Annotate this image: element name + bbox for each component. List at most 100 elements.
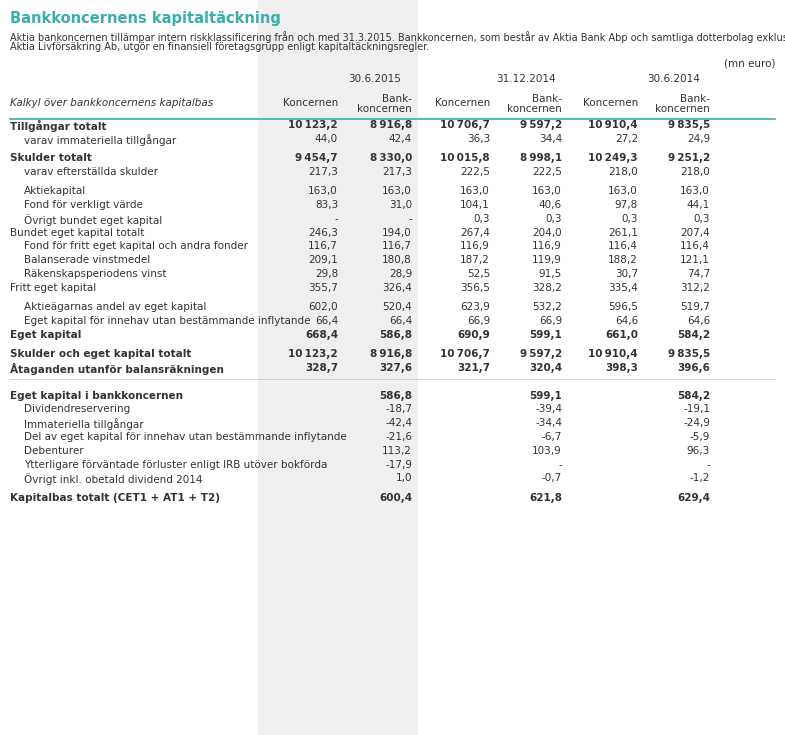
Text: 116,7: 116,7	[382, 241, 412, 251]
Text: Övrigt inkl. obetald dividend 2014: Övrigt inkl. obetald dividend 2014	[24, 473, 203, 485]
Text: 180,8: 180,8	[382, 255, 412, 265]
Text: 116,4: 116,4	[608, 241, 638, 251]
Text: -: -	[408, 214, 412, 223]
Text: 0,3: 0,3	[693, 214, 710, 223]
Text: 599,1: 599,1	[529, 330, 562, 340]
Text: 690,9: 690,9	[457, 330, 490, 340]
Text: Bundet eget kapital totalt: Bundet eget kapital totalt	[10, 228, 144, 237]
Text: -34,4: -34,4	[535, 418, 562, 429]
Text: 10 910,4: 10 910,4	[589, 120, 638, 130]
Text: -: -	[558, 459, 562, 470]
Text: Eget kapital: Eget kapital	[10, 330, 82, 340]
Text: Aktia Livförsäkring Ab, utgör en finansiell företagsgrupp enligt kapitaltäckning: Aktia Livförsäkring Ab, utgör en finansi…	[10, 42, 429, 52]
Text: 623,9: 623,9	[460, 302, 490, 312]
Text: 398,3: 398,3	[605, 363, 638, 373]
Text: Bank-: Bank-	[680, 94, 710, 104]
Text: 103,9: 103,9	[532, 446, 562, 456]
Text: 10 706,7: 10 706,7	[440, 120, 490, 130]
Text: 532,2: 532,2	[532, 302, 562, 312]
Text: 10 910,4: 10 910,4	[589, 349, 638, 359]
Text: 9 597,2: 9 597,2	[520, 120, 562, 130]
Text: Skulder och eget kapital totalt: Skulder och eget kapital totalt	[10, 349, 192, 359]
Text: 9 454,7: 9 454,7	[295, 153, 338, 163]
Text: 600,4: 600,4	[379, 492, 412, 503]
Text: koncernen: koncernen	[507, 104, 562, 114]
Text: Aktia bankoncernen tillämpar intern riskklassificering från och med 31.3.2015. B: Aktia bankoncernen tillämpar intern risk…	[10, 31, 785, 43]
Text: 28,9: 28,9	[389, 269, 412, 279]
Text: 163,0: 163,0	[681, 186, 710, 196]
Text: 10 249,3: 10 249,3	[589, 153, 638, 163]
Text: -6,7: -6,7	[542, 432, 562, 442]
Text: 519,7: 519,7	[680, 302, 710, 312]
Text: (mn euro): (mn euro)	[724, 58, 775, 68]
Text: 113,2: 113,2	[382, 446, 412, 456]
Text: Immateriella tillgångar: Immateriella tillgångar	[24, 418, 144, 430]
Text: 66,4: 66,4	[389, 316, 412, 326]
Text: Fond för fritt eget kapital och andra fonder: Fond för fritt eget kapital och andra fo…	[24, 241, 248, 251]
Text: 356,5: 356,5	[460, 283, 490, 293]
Text: 218,0: 218,0	[681, 167, 710, 177]
Text: 163,0: 163,0	[460, 186, 490, 196]
Text: koncernen: koncernen	[357, 104, 412, 114]
Text: 217,3: 217,3	[382, 167, 412, 177]
Text: 8 916,8: 8 916,8	[370, 120, 412, 130]
Text: 31,0: 31,0	[389, 200, 412, 210]
Text: Åtaganden utanför balansräkningen: Åtaganden utanför balansräkningen	[10, 363, 224, 375]
Text: 8 916,8: 8 916,8	[370, 349, 412, 359]
Text: 596,5: 596,5	[608, 302, 638, 312]
Text: 8 330,0: 8 330,0	[370, 153, 412, 163]
Text: 0,3: 0,3	[473, 214, 490, 223]
Text: 621,8: 621,8	[529, 492, 562, 503]
Text: 267,4: 267,4	[460, 228, 490, 237]
Text: 163,0: 163,0	[608, 186, 638, 196]
Text: 9 251,2: 9 251,2	[668, 153, 710, 163]
Text: Aktieägarnas andel av eget kapital: Aktieägarnas andel av eget kapital	[24, 302, 206, 312]
Text: 34,4: 34,4	[539, 134, 562, 144]
Text: -: -	[334, 214, 338, 223]
Text: 9 835,5: 9 835,5	[668, 349, 710, 359]
Text: -21,6: -21,6	[385, 432, 412, 442]
Text: 97,8: 97,8	[615, 200, 638, 210]
Text: Debenturer: Debenturer	[24, 446, 84, 456]
Text: 584,2: 584,2	[677, 330, 710, 340]
Text: Koncernen: Koncernen	[582, 98, 638, 108]
Text: Fond för verkligt värde: Fond för verkligt värde	[24, 200, 143, 210]
Text: 586,8: 586,8	[379, 330, 412, 340]
Text: 29,8: 29,8	[315, 269, 338, 279]
Text: 520,4: 520,4	[382, 302, 412, 312]
Text: 116,4: 116,4	[680, 241, 710, 251]
Text: 204,0: 204,0	[532, 228, 562, 237]
Text: 602,0: 602,0	[309, 302, 338, 312]
Text: 116,7: 116,7	[309, 241, 338, 251]
Text: -0,7: -0,7	[542, 473, 562, 484]
Text: 40,6: 40,6	[539, 200, 562, 210]
Text: 119,9: 119,9	[532, 255, 562, 265]
Text: 163,0: 163,0	[309, 186, 338, 196]
Text: 222,5: 222,5	[532, 167, 562, 177]
Text: 222,5: 222,5	[460, 167, 490, 177]
Text: 321,7: 321,7	[457, 363, 490, 373]
Text: 327,6: 327,6	[379, 363, 412, 373]
Text: Balanserade vinstmedel: Balanserade vinstmedel	[24, 255, 150, 265]
Text: Bankkoncernens kapitaltäckning: Bankkoncernens kapitaltäckning	[10, 11, 281, 26]
Text: -24,9: -24,9	[683, 418, 710, 429]
Text: 163,0: 163,0	[382, 186, 412, 196]
Text: 328,2: 328,2	[532, 283, 562, 293]
Text: Eget kapital för innehav utan bestämmande inflytande: Eget kapital för innehav utan bestämmand…	[24, 316, 311, 326]
Text: Dividendreservering: Dividendreservering	[24, 404, 130, 415]
Text: 207,4: 207,4	[681, 228, 710, 237]
Text: 10 015,8: 10 015,8	[440, 153, 490, 163]
Text: Aktiekapital: Aktiekapital	[24, 186, 86, 196]
Text: 66,4: 66,4	[315, 316, 338, 326]
Bar	[258, 0, 418, 735]
Text: 64,6: 64,6	[615, 316, 638, 326]
Text: 209,1: 209,1	[309, 255, 338, 265]
Text: 1,0: 1,0	[396, 473, 412, 484]
Text: 31.12.2014: 31.12.2014	[496, 74, 556, 84]
Text: 0,3: 0,3	[622, 214, 638, 223]
Text: Kalkyl över bankkoncernens kapitalbas: Kalkyl över bankkoncernens kapitalbas	[10, 98, 213, 108]
Text: 30.6.2015: 30.6.2015	[349, 74, 401, 84]
Text: 66,9: 66,9	[467, 316, 490, 326]
Text: 163,0: 163,0	[532, 186, 562, 196]
Text: 36,3: 36,3	[467, 134, 490, 144]
